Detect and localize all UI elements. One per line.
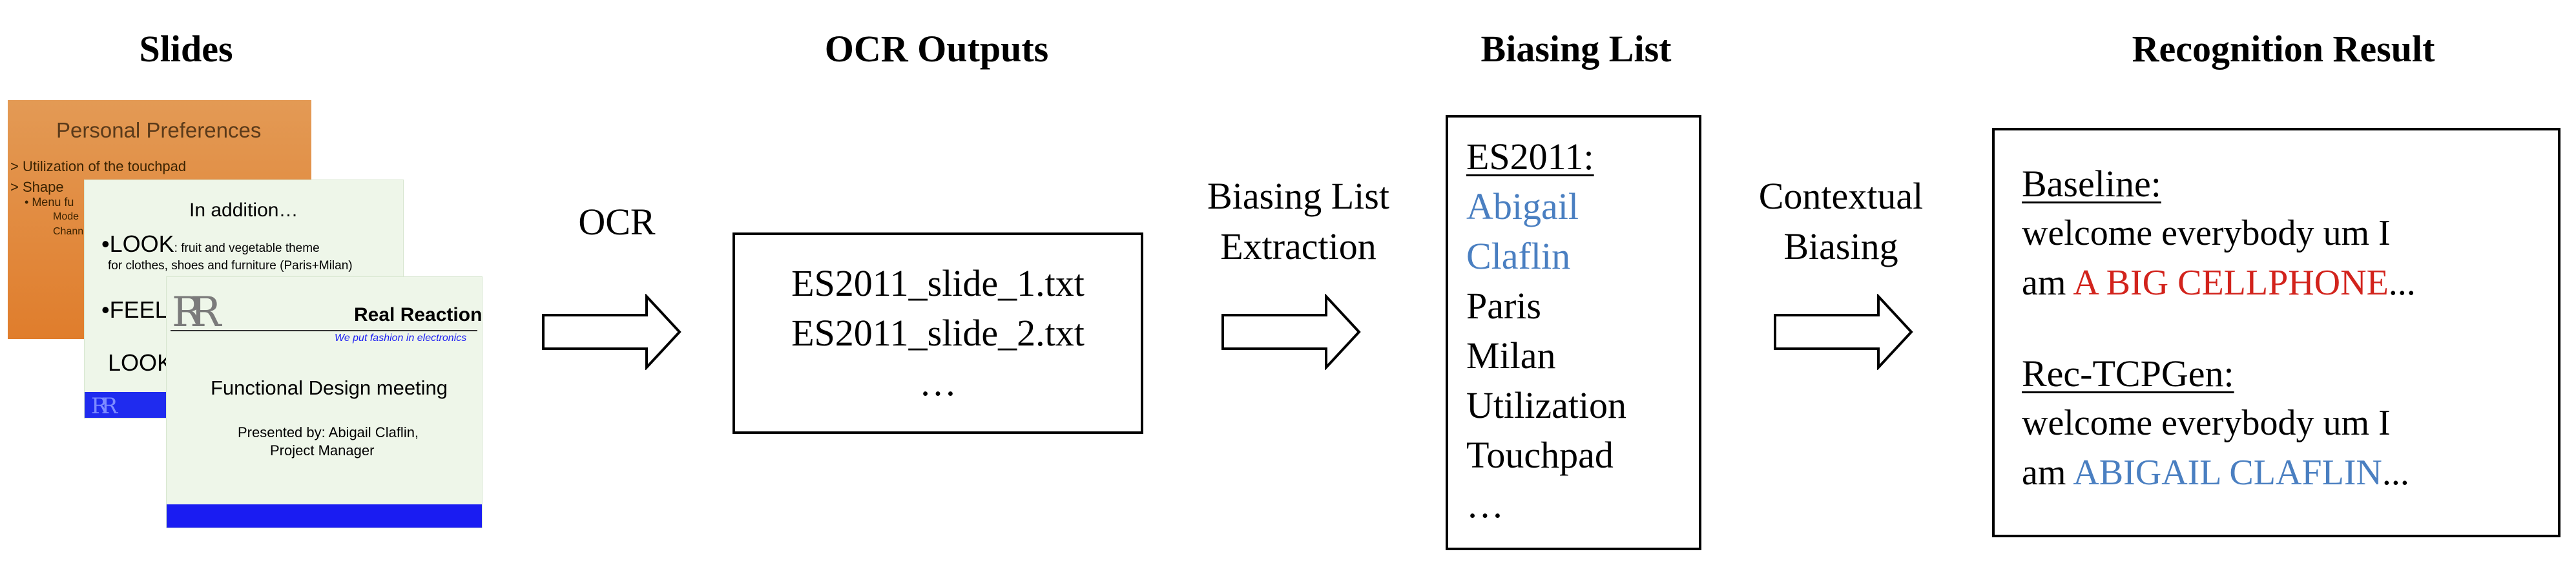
slide2-look: •LOOK: fruit and vegetable theme <box>101 231 320 257</box>
tcpgen-prefix: am <box>2022 453 2073 493</box>
slide3-logo: RR <box>172 289 222 336</box>
baseline-line1: welcome everybody um I <box>2022 213 2391 253</box>
tcpgen-label: Rec-TCPGen: <box>2022 353 2234 395</box>
slide1-title: Personal Preferences <box>56 118 262 142</box>
heading-recognition-result: Recognition Result <box>2132 28 2435 70</box>
tcpgen-line1: welcome everybody um I <box>2022 403 2391 443</box>
slide3-company: Real Reaction <box>354 304 483 325</box>
biasing-list-header: ES2011: <box>1466 136 1594 178</box>
arrow-right-icon <box>1774 294 1913 370</box>
slide2-look-label: LOOK <box>109 231 174 257</box>
slide2-look2: LOOK <box>108 349 173 376</box>
slide1-line4: Mode <box>53 211 79 222</box>
baseline-suffix: ... <box>2388 263 2416 303</box>
slide1-line3: Menu fu <box>32 196 74 209</box>
slide2-feel-label: FEEL <box>109 296 168 323</box>
slide3-rule <box>171 330 477 331</box>
step-contextual-line1: Contextual <box>1758 175 1924 217</box>
baseline-label: Baseline: <box>2022 163 2161 205</box>
slide-functional-design: RR Real Reaction We put fashion in elect… <box>166 276 483 528</box>
step-biasing-extraction-line2: Extraction <box>1220 225 1376 267</box>
slide1-line5: Chann <box>53 226 84 237</box>
slide3-blue-band <box>167 504 482 528</box>
biasing-item: Milan <box>1466 335 1556 376</box>
tcpgen-suffix: ... <box>2382 453 2409 493</box>
arrow-right-icon <box>542 294 681 370</box>
ocr-ellipsis: … <box>919 362 957 404</box>
step-ocr-label: OCR <box>578 201 656 243</box>
slide3-title: Functional Design meeting <box>211 376 448 399</box>
slide1-bullet3: • Menu fu <box>25 196 74 209</box>
biasing-item: Utilization <box>1466 384 1627 426</box>
heading-ocr-outputs: OCR Outputs <box>824 28 1049 70</box>
tcpgen-line2: am ABIGAIL CLAFLIN... <box>2022 448 2409 498</box>
step-contextual-biasing-label: Contextual Biasing <box>1731 171 1951 272</box>
slide3-presented-by: Presented by: Abigail Claflin, <box>238 424 419 440</box>
slide2-look-text: : fruit and vegetable theme <box>174 242 320 255</box>
slide1-line2: Shape <box>22 179 64 195</box>
step-biasing-extraction-label: Biasing List Extraction <box>1176 171 1421 272</box>
baseline-prefix: am <box>2022 263 2073 303</box>
biasing-list-box: ES2011: Abigail Claflin Paris Milan Util… <box>1446 115 1701 550</box>
ocr-file-2: ES2011_slide_2.txt <box>791 312 1085 354</box>
baseline-error: A BIG CELLPHONE <box>2073 263 2389 303</box>
baseline-line2: am A BIG CELLPHONE... <box>2022 258 2416 308</box>
tcpgen-correct: ABIGAIL CLAFLIN <box>2073 453 2382 493</box>
biasing-item: Paris <box>1466 285 1541 327</box>
biasing-item: Claflin <box>1466 235 1571 277</box>
slide3-role: Project Manager <box>270 442 375 459</box>
arrow-right-icon <box>1221 294 1361 370</box>
slide2-look-text2: for clothes, shoes and furniture (Paris+… <box>108 259 353 273</box>
slide2-logo: RR <box>91 393 118 418</box>
slide1-bullet1: > Utilization of the touchpad <box>10 158 187 174</box>
biasing-item: Abigail <box>1466 185 1579 227</box>
slide1-bullet2: > Shape <box>10 179 64 195</box>
ocr-file-1: ES2011_slide_1.txt <box>791 262 1085 304</box>
step-contextual-line2: Biasing <box>1783 225 1898 267</box>
slide2-title: In addition… <box>189 200 298 221</box>
ocr-output-box: ES2011_slide_1.txt ES2011_slide_2.txt … <box>732 232 1143 434</box>
step-biasing-extraction-line1: Biasing List <box>1207 175 1389 217</box>
slide3-tagline: We put fashion in electronics <box>335 333 467 344</box>
heading-biasing-list: Biasing List <box>1480 28 1672 70</box>
slide2-feel: •FEEL <box>101 296 168 323</box>
slide1-line1: Utilization of the touchpad <box>22 158 187 174</box>
heading-slides: Slides <box>139 28 233 70</box>
biasing-item: Touchpad <box>1466 434 1614 476</box>
recognition-result-box: Baseline: welcome everybody um I am A BI… <box>1992 128 2560 537</box>
biasing-item: … <box>1466 484 1504 526</box>
